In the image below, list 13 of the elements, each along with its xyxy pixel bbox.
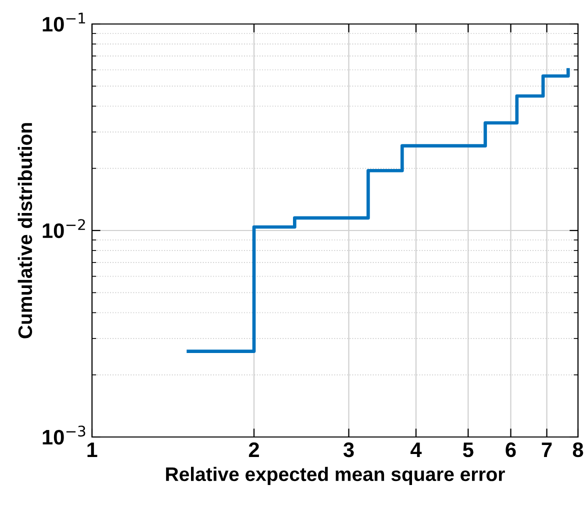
x-tick-label: 3: [343, 442, 354, 458]
y-axis-title: Cumulative distribution: [18, 123, 32, 338]
x-axis-title: Relative expected mean square error: [166, 466, 505, 485]
y-tick-label: 10$^{−1}$: [42, 12, 86, 32]
x-tick-label: 4: [410, 442, 422, 457]
x-tick-label: 6: [506, 442, 516, 458]
x-tick-label: 5: [463, 442, 474, 458]
x-tick-label: 7: [542, 442, 552, 457]
y-tick-label: 10$^{−3}$: [42, 426, 86, 445]
x-tick-label: 2: [248, 442, 259, 457]
x-tick-label: 8: [572, 442, 584, 458]
x-tick-label: 1: [88, 442, 98, 457]
y-tick-label: 10$^{−2}$: [42, 219, 85, 238]
